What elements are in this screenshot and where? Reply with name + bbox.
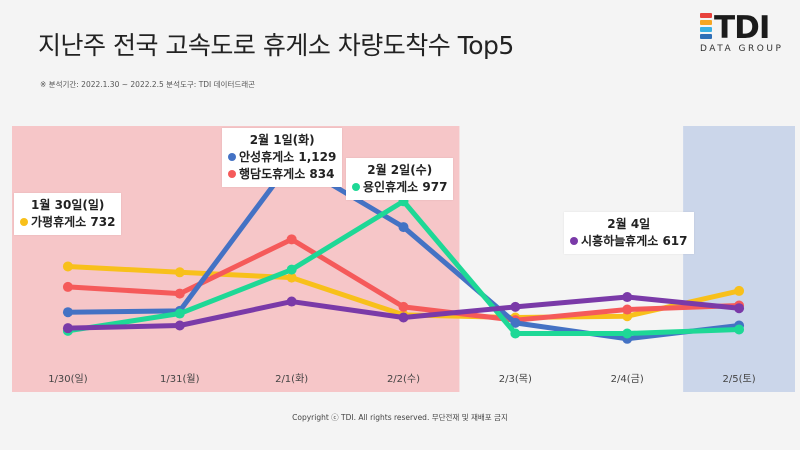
callout-label: 용인휴게소 977 xyxy=(363,180,448,194)
callout-label: 시흥하늘휴게소 617 xyxy=(581,234,688,248)
series-point-2-0 xyxy=(62,307,73,318)
x-tick-label: 2/2(수) xyxy=(387,373,420,385)
series-point-4-4 xyxy=(510,301,521,312)
callout-label: 안성휴게소 1,129 xyxy=(239,150,337,164)
series-point-3-1 xyxy=(174,308,185,319)
series-point-1-1 xyxy=(174,288,185,299)
series-point-1-2 xyxy=(286,234,297,245)
series-dot xyxy=(352,183,360,191)
callout-row: 행담도휴게소 834 xyxy=(228,166,336,183)
callout-label: 행담도휴게소 834 xyxy=(239,167,335,181)
x-tick-label: 1/30(일) xyxy=(48,373,88,385)
series-point-0-0 xyxy=(62,261,73,272)
logo-bar-1 xyxy=(700,13,712,18)
series-point-4-3 xyxy=(398,312,409,323)
series-dot xyxy=(20,218,28,226)
callout-head: 2월 2일(수) xyxy=(367,163,433,177)
logo-text: TDI xyxy=(714,10,770,46)
page-title: 지난주 전국 고속도로 휴게소 차량도착수 Top5 xyxy=(38,31,514,60)
callout-row: 용인휴게소 977 xyxy=(352,179,447,196)
series-point-0-6 xyxy=(734,285,745,296)
series-dot xyxy=(570,237,578,245)
logo-bar-3 xyxy=(700,27,712,32)
callout-head: 2월 1일(화) xyxy=(249,133,315,147)
series-point-2-4 xyxy=(510,317,521,328)
analysis-meta: ※ 분석기간: 2022.1.30 ~ 2022.2.5 분석도구: TDI 데… xyxy=(40,80,256,89)
series-point-0-1 xyxy=(174,267,185,278)
series-point-1-0 xyxy=(62,281,73,292)
series-point-2-3 xyxy=(398,222,409,233)
series-point-4-1 xyxy=(174,320,185,331)
x-tick-label: 2/5(토) xyxy=(723,374,756,385)
callout-feb1: 2월 1일(화) 안성휴게소 1,129 행담도휴게소 834 xyxy=(222,128,343,187)
callout-feb4: 2월 4일 시흥하늘휴게소 617 xyxy=(564,212,694,254)
x-tick-label: 2/3(목) xyxy=(499,373,532,385)
copyright-notice: Copyright ⓒ TDI. All rights reserved. 무단… xyxy=(292,413,508,422)
series-point-1-5 xyxy=(622,304,633,315)
series-point-3-4 xyxy=(510,328,521,339)
callout-jan30: 1월 30일(일) 가평휴게소 732 xyxy=(14,193,122,235)
callout-row: 안성휴게소 1,129 xyxy=(228,149,336,166)
logo-bar-2 xyxy=(700,20,712,25)
highlight-band-1 xyxy=(683,126,795,392)
series-point-4-0 xyxy=(62,323,73,334)
x-tick-label: 1/31(월) xyxy=(160,373,200,385)
callout-feb2: 2월 2일(수) 용인휴게소 977 xyxy=(346,158,454,200)
series-point-3-2 xyxy=(286,264,297,275)
series-point-1-3 xyxy=(398,301,409,312)
series-dot xyxy=(228,170,236,178)
series-dot xyxy=(228,153,236,161)
callout-head: 2월 4일 xyxy=(607,217,651,231)
series-point-0-2 xyxy=(286,272,297,283)
logo-subtitle: DATA GROUP xyxy=(700,44,784,54)
series-point-4-6 xyxy=(734,303,745,314)
x-tick-label: 2/4(금) xyxy=(611,373,644,385)
series-point-4-2 xyxy=(286,296,297,307)
x-tick-label: 2/1(화) xyxy=(275,373,308,385)
series-point-3-5 xyxy=(622,328,633,339)
callout-label: 가평휴게소 732 xyxy=(31,215,116,229)
series-point-3-6 xyxy=(734,324,745,335)
callout-row: 가평휴게소 732 xyxy=(20,214,115,231)
callout-head: 1월 30일(일) xyxy=(31,198,105,212)
callout-row: 시흥하늘휴게소 617 xyxy=(570,233,688,250)
tdi-logo: TDI DATA GROUP xyxy=(696,10,792,64)
series-point-4-5 xyxy=(622,292,633,303)
logo-bar-4 xyxy=(700,34,712,39)
